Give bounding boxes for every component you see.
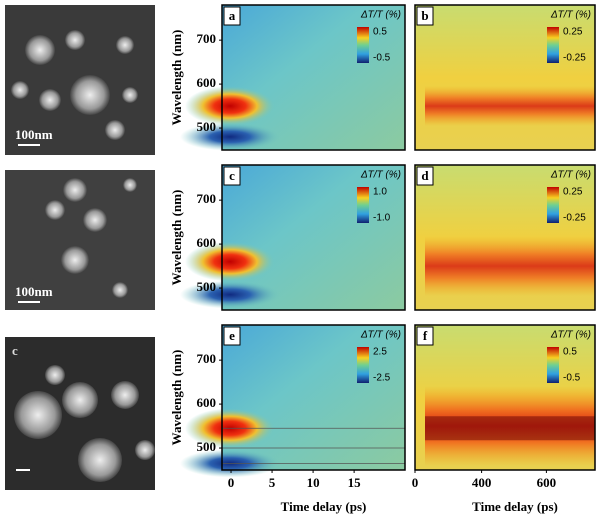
panel-label: c xyxy=(229,168,235,183)
panel-frame xyxy=(221,4,406,151)
y-axis-label: Wavelength (nm) xyxy=(169,350,184,446)
x-tick-label: 400 xyxy=(472,475,492,490)
colorbar-scale xyxy=(357,27,369,63)
panel-frame xyxy=(221,164,406,311)
x-tick-label: 15 xyxy=(348,475,362,490)
signal-negative xyxy=(180,280,280,309)
panel-label-box xyxy=(223,6,241,26)
colorbar-title: ΔT/T (%) xyxy=(360,330,401,341)
colorbar-label: 0.5 xyxy=(563,347,577,358)
x-tick-label: 0 xyxy=(228,475,235,490)
colorbar-label: -1.0 xyxy=(373,213,391,224)
micrograph-2: 100nm xyxy=(5,170,155,310)
panel-label: b xyxy=(421,8,428,23)
colorbar-scale xyxy=(357,347,369,383)
panel-label-box xyxy=(416,166,434,186)
y-tick-label: 500 xyxy=(197,279,217,294)
colorbar-title: ΔT/T (%) xyxy=(550,10,591,21)
map-panel: a xyxy=(180,4,406,151)
y-axis-label: Wavelength (nm) xyxy=(169,30,184,126)
micrograph-3: c xyxy=(5,337,155,490)
map-panel: b xyxy=(414,4,596,151)
colorbar: ΔT/T (%) 0.5 -0.5 xyxy=(357,10,401,64)
y-tick-label: 600 xyxy=(197,395,217,410)
signal-positive xyxy=(185,86,275,127)
colorbar: ΔT/T (%) 0.5 -0.5 xyxy=(547,330,591,384)
colorbar-label: 0.25 xyxy=(563,27,583,38)
panel-label-box xyxy=(223,326,241,346)
map-panel: e xyxy=(180,324,406,478)
y-tick-label: 700 xyxy=(197,351,217,366)
panel-frame xyxy=(414,164,596,311)
y-tick-label: 500 xyxy=(197,119,217,134)
x-tick-label: 600 xyxy=(537,475,557,490)
colorbar-label: 2.5 xyxy=(373,347,387,358)
panel-label: f xyxy=(423,328,428,343)
colorbar: ΔT/T (%) 0.25 -0.25 xyxy=(547,170,591,224)
colorbar-title: ΔT/T (%) xyxy=(550,170,591,181)
colorbar-label: -0.25 xyxy=(563,53,586,64)
signal-band xyxy=(425,86,595,127)
map-panel: d xyxy=(414,164,596,311)
colorbar-scale xyxy=(547,187,559,223)
y-tick-label: 600 xyxy=(197,235,217,250)
x-axis-label: Time delay (ps) xyxy=(281,499,367,514)
map-panel: c xyxy=(180,164,406,311)
signal-negative xyxy=(180,122,280,151)
panel-frame xyxy=(414,4,596,151)
colorbar-title: ΔT/T (%) xyxy=(360,170,401,181)
micrograph-label: c xyxy=(12,343,18,358)
colorbar-label: -0.25 xyxy=(563,213,586,224)
panel-label: e xyxy=(229,328,235,343)
colorbar-label: -2.5 xyxy=(373,373,391,384)
colorbar-label: 0.25 xyxy=(563,187,583,198)
x-tick-label: 10 xyxy=(307,475,320,490)
colorbar-scale xyxy=(547,347,559,383)
scale-bar-label: 100nm xyxy=(15,284,53,299)
scale-bar-label: 100nm xyxy=(15,127,53,142)
colorbar: ΔT/T (%) 0.25 -0.25 xyxy=(547,10,591,64)
signal-band xyxy=(425,236,595,297)
x-axis-label: Time delay (ps) xyxy=(472,499,558,514)
panel-label: d xyxy=(421,168,429,183)
colorbar-label: 1.0 xyxy=(373,187,387,198)
colorbar-label: -0.5 xyxy=(563,373,581,384)
colorbar-title: ΔT/T (%) xyxy=(550,330,591,341)
y-tick-label: 500 xyxy=(197,439,217,454)
colorbar-title: ΔT/T (%) xyxy=(360,10,401,21)
panel-label-box xyxy=(223,166,241,186)
colorbar: ΔT/T (%) 1.0 -1.0 xyxy=(357,170,401,224)
panel-frame xyxy=(414,324,596,471)
colorbar-label: 0.5 xyxy=(373,27,387,38)
panel-label-box xyxy=(416,6,434,26)
micrograph-1: 100nm xyxy=(5,5,155,155)
heatmap xyxy=(222,325,405,470)
colorbar: ΔT/T (%) 2.5 -2.5 xyxy=(357,330,401,384)
colorbar-scale xyxy=(547,27,559,63)
x-tick-label: 5 xyxy=(269,475,276,490)
y-tick-label: 700 xyxy=(197,31,217,46)
x-tick-label: 0 xyxy=(412,475,419,490)
y-axis-label: Wavelength (nm) xyxy=(169,190,184,286)
y-tick-label: 700 xyxy=(197,191,217,206)
y-tick-label: 600 xyxy=(197,75,217,90)
colorbar-label: -0.5 xyxy=(373,53,391,64)
signal-positive xyxy=(185,241,275,282)
panel-label-box xyxy=(416,326,434,346)
map-panel: f xyxy=(414,324,596,471)
colorbar-scale xyxy=(357,187,369,223)
signal-core xyxy=(425,416,595,441)
panel-label: a xyxy=(229,8,236,23)
